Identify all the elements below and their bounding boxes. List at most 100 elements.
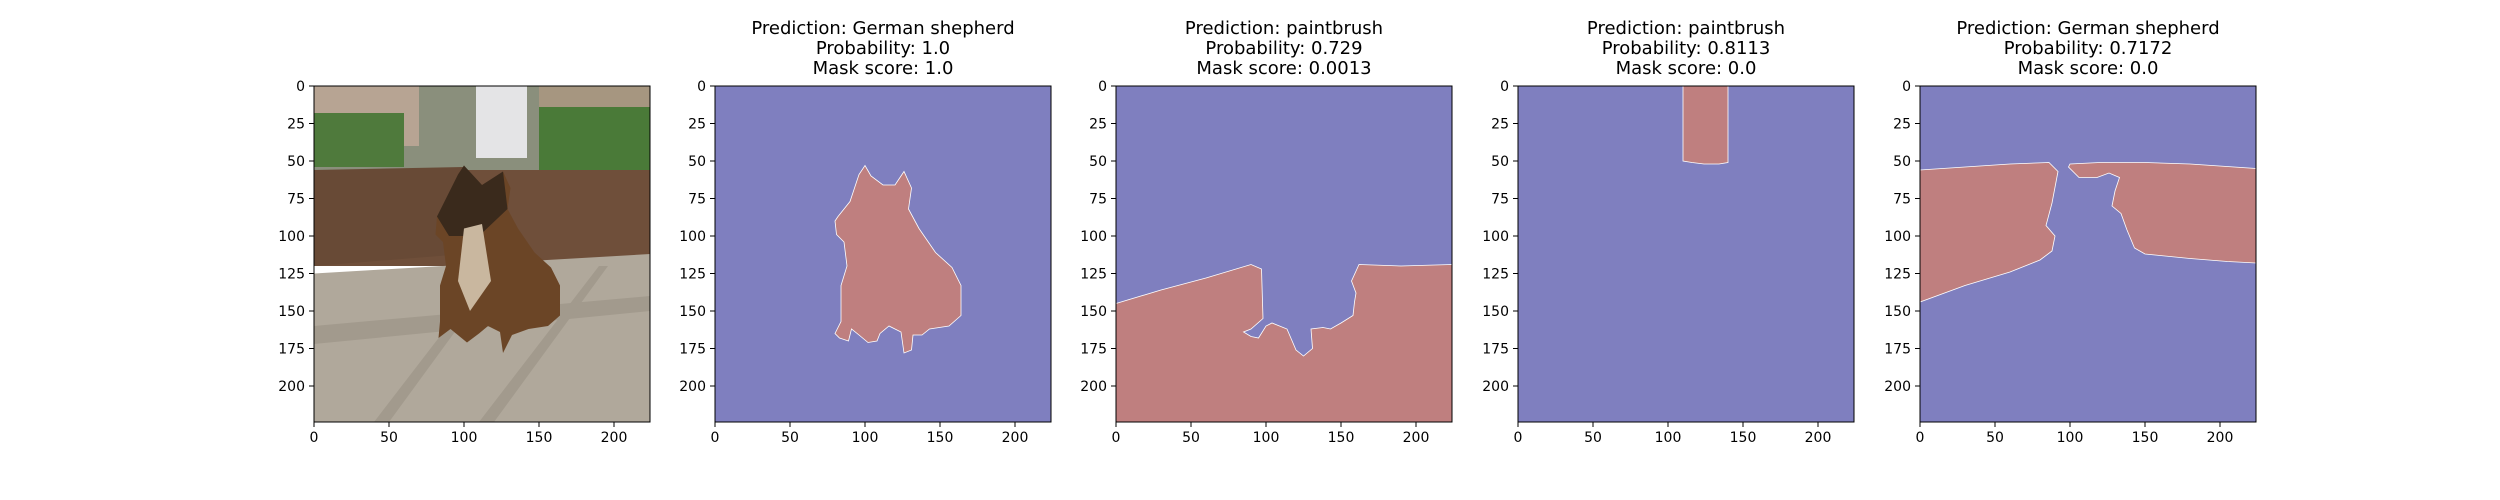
y-tick-label: 175 xyxy=(1884,342,1911,358)
floor-line xyxy=(479,266,608,422)
panel-title-mask-1: Prediction: German shepherd Probability:… xyxy=(715,19,1051,79)
x-tick-label: 150 xyxy=(927,430,954,446)
x-tick-label: 0 xyxy=(1916,430,1925,446)
y-tick-label: 100 xyxy=(278,229,305,245)
y-tick-label: 0 xyxy=(296,79,305,95)
x-tick-label: 200 xyxy=(2207,430,2234,446)
y-tick-label: 25 xyxy=(1089,117,1107,133)
y-tick-label: 75 xyxy=(1491,192,1509,208)
y-tick-label: 50 xyxy=(287,154,305,170)
tiled-floor xyxy=(314,254,650,422)
panel-title-mask-3: Prediction: paintbrush Probability: 0.81… xyxy=(1518,19,1854,79)
y-tick-label: 0 xyxy=(1902,79,1911,95)
y-tick-label: 175 xyxy=(1080,342,1107,358)
title-line-probability: Probability: 0.7172 xyxy=(2003,38,2173,59)
mask-region xyxy=(1682,85,1729,165)
x-tick-label: 200 xyxy=(1002,430,1029,446)
title-line-probability: Probability: 1.0 xyxy=(815,38,951,59)
y-tick-label: 75 xyxy=(287,192,305,208)
y-tick-label: 200 xyxy=(679,379,706,395)
x-tick-label: 100 xyxy=(451,430,478,446)
title-line-prediction: Prediction: paintbrush xyxy=(1184,18,1384,39)
x-tick-label: 50 xyxy=(1584,430,1602,446)
y-tick-label: 200 xyxy=(1482,379,1509,395)
y-tick-label: 200 xyxy=(1080,379,1107,395)
y-tick-label: 75 xyxy=(1893,192,1911,208)
title-line-prediction: Prediction: German shepherd xyxy=(751,18,1015,39)
y-tick-label: 125 xyxy=(1080,267,1107,283)
title-line-probability: Probability: 0.8113 xyxy=(1601,38,1771,59)
x-tick-label: 200 xyxy=(601,430,628,446)
title-line-prediction: Prediction: German shepherd xyxy=(1956,18,2220,39)
y-tick-label: 25 xyxy=(1893,117,1911,133)
y-tick-label: 75 xyxy=(1089,192,1107,208)
y-tick-label: 175 xyxy=(278,342,305,358)
panel-mask-3: 0 50 100 150 200 0 25 50 75 100 125 150 175 200 xyxy=(1482,79,1855,446)
y-tick-label: 50 xyxy=(1893,154,1911,170)
y-tick-label: 150 xyxy=(1884,304,1911,320)
panel-original: 0 50 100 150 200 0 25 50 75 100 125 150 175 200 xyxy=(278,79,651,446)
y-tick-label: 125 xyxy=(278,267,305,283)
axes-frame xyxy=(1517,85,1855,423)
x-tick-label: 150 xyxy=(1730,430,1757,446)
panel-mask-4: 0 50 100 150 200 0 25 50 75 100 125 150 175 200 xyxy=(1884,79,2257,446)
x-tick-label: 50 xyxy=(1182,430,1200,446)
y-tick-label: 175 xyxy=(1482,342,1509,358)
x-tick-label: 50 xyxy=(1986,430,2004,446)
y-tick-label: 25 xyxy=(688,117,706,133)
x-tick-label: 100 xyxy=(1655,430,1682,446)
y-tick-label: 100 xyxy=(1884,229,1911,245)
y-tick-label: 125 xyxy=(679,267,706,283)
y-tick-label: 200 xyxy=(278,379,305,395)
bushes-right xyxy=(539,107,650,170)
y-tick-label: 75 xyxy=(688,192,706,208)
y-tick-label: 50 xyxy=(1491,154,1509,170)
y-tick-label: 175 xyxy=(679,342,706,358)
y-tick-label: 0 xyxy=(1098,79,1107,95)
x-tick-label: 200 xyxy=(1403,430,1430,446)
y-tick-label: 150 xyxy=(679,304,706,320)
panel-mask-2: 0 50 100 150 200 0 25 50 75 100 125 150 175 200 xyxy=(1080,79,1453,446)
y-tick-label: 100 xyxy=(1482,229,1509,245)
dog-chest xyxy=(458,224,491,311)
panel-mask-1: 0 50 100 150 200 0 25 50 75 100 125 150 175 200 xyxy=(679,79,1052,446)
panel-title-mask-4: Prediction: German shepherd Probability:… xyxy=(1920,19,2256,79)
axes-frame xyxy=(1115,85,1453,423)
brick-wall-shade xyxy=(314,167,464,266)
mask-region xyxy=(1115,264,1453,423)
y-tick-label: 50 xyxy=(1089,154,1107,170)
axes-frame xyxy=(1919,85,2257,423)
x-tick-label: 100 xyxy=(1253,430,1280,446)
y-tick-label: 100 xyxy=(1080,229,1107,245)
pillar xyxy=(476,86,527,158)
x-tick-label: 0 xyxy=(1112,430,1121,446)
axes-frame xyxy=(714,85,1052,423)
title-line-probability: Probability: 0.729 xyxy=(1205,38,1363,59)
axes-frame xyxy=(313,85,651,423)
x-tick-label: 0 xyxy=(711,430,720,446)
y-tick-label: 25 xyxy=(1491,117,1509,133)
mask-region xyxy=(2068,162,2257,264)
x-tick-label: 150 xyxy=(1328,430,1355,446)
x-tick-label: 100 xyxy=(852,430,879,446)
y-tick-label: 0 xyxy=(697,79,706,95)
mask-region xyxy=(1919,162,2059,303)
x-tick-label: 150 xyxy=(526,430,553,446)
y-tick-label: 25 xyxy=(287,117,305,133)
y-tick-label: 150 xyxy=(1482,304,1509,320)
title-line-mask-score: Mask score: 0.0 xyxy=(2017,58,2159,79)
y-tick-label: 0 xyxy=(1500,79,1509,95)
dog-head xyxy=(437,165,508,236)
y-tick-label: 125 xyxy=(1482,267,1509,283)
y-tick-label: 150 xyxy=(278,304,305,320)
title-line-prediction: Prediction: paintbrush xyxy=(1586,18,1786,39)
x-tick-label: 200 xyxy=(1805,430,1832,446)
x-tick-label: 0 xyxy=(1514,430,1523,446)
x-tick-label: 150 xyxy=(2132,430,2159,446)
title-line-mask-score: Mask score: 0.0 xyxy=(1615,58,1757,79)
y-tick-label: 50 xyxy=(688,154,706,170)
panel-title-mask-2: Prediction: paintbrush Probability: 0.72… xyxy=(1116,19,1452,79)
y-tick-label: 100 xyxy=(679,229,706,245)
